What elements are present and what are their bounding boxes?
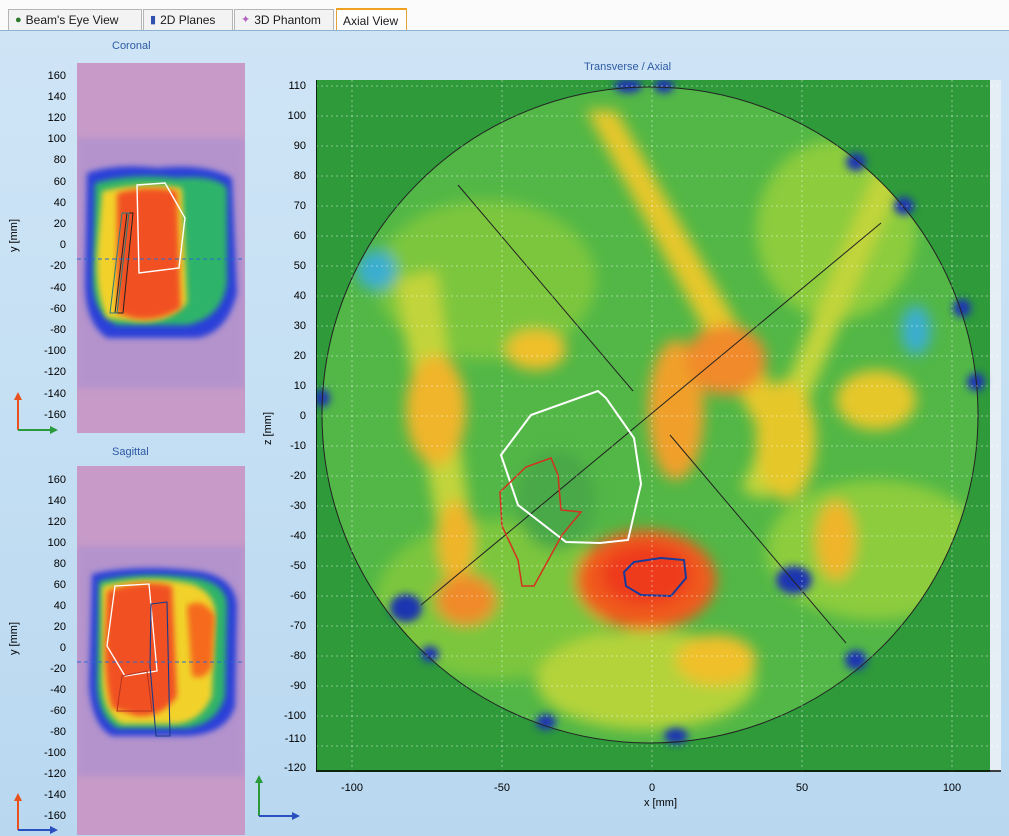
tick-label: 50 [293, 260, 306, 272]
tick-label: 60 [53, 176, 66, 188]
sagittal-title: Sagittal [112, 446, 149, 458]
tick-label: -100 [43, 747, 66, 759]
tick-label: 140 [47, 495, 66, 507]
tick-label: -60 [50, 705, 66, 717]
tick-label: -50 [290, 560, 306, 572]
view-tab-bar: ● Beam's Eye View ▮ 2D Planes ✦ 3D Phant… [0, 0, 1009, 31]
axial-xlabel: x [mm] [644, 797, 677, 809]
tab-3d-phantom[interactable]: ✦ 3D Phantom [234, 9, 334, 30]
tick-label: 60 [53, 579, 66, 591]
tick-label: -40 [50, 684, 66, 696]
tab-label: Beam's Eye View [25, 13, 119, 27]
tick-label: -80 [290, 650, 306, 662]
tab-beams-eye-view[interactable]: ● Beam's Eye View [8, 9, 142, 30]
tick-label: 20 [53, 621, 66, 633]
tick-label: 120 [47, 112, 66, 124]
tick-label: 20 [53, 218, 66, 230]
tab-label: 3D Phantom [254, 13, 321, 27]
tick-label: 100 [942, 782, 962, 794]
sagittal-axis-triad-icon [14, 793, 58, 834]
tick-label: 10 [293, 380, 306, 392]
tick-label: 80 [53, 558, 66, 570]
tab-label: 2D Planes [160, 13, 216, 27]
tick-label: -70 [290, 620, 306, 632]
tick-label: -160 [43, 409, 66, 421]
tick-label: -120 [43, 366, 66, 378]
tick-label: 20 [293, 350, 306, 362]
tick-label: -120 [283, 762, 306, 774]
tick-label: 140 [47, 91, 66, 103]
tick-label: -80 [50, 324, 66, 336]
tick-label: -140 [43, 789, 66, 801]
tick-label: -120 [43, 768, 66, 780]
tick-label: -100 [340, 782, 364, 794]
tick-label: -30 [290, 500, 306, 512]
tick-label: -20 [50, 260, 66, 272]
tick-label: -60 [50, 303, 66, 315]
axial-plot[interactable] [316, 80, 1001, 772]
tick-label: -80 [50, 726, 66, 738]
tab-2d-planes[interactable]: ▮ 2D Planes [143, 9, 233, 30]
tick-label: -110 [284, 733, 306, 745]
tick-label: 80 [53, 154, 66, 166]
tick-label: 100 [47, 133, 66, 145]
tick-label: -60 [290, 590, 306, 602]
tick-label: -50 [494, 782, 510, 794]
tick-label: 160 [47, 70, 66, 82]
tick-label: 0 [299, 410, 306, 422]
wand-icon: ✦ [241, 13, 251, 26]
tick-label: 30 [293, 320, 306, 332]
tick-label: 90 [293, 140, 306, 152]
sagittal-ylabel: y [mm] [8, 622, 20, 655]
tick-label: -160 [43, 810, 66, 822]
tick-label: 40 [53, 197, 66, 209]
globe-icon: ● [15, 13, 22, 26]
bar-chart-icon: ▮ [150, 13, 157, 26]
coronal-ylabel: y [mm] [8, 219, 20, 252]
tick-label: -40 [290, 530, 306, 542]
tick-label: -90 [290, 680, 306, 692]
coronal-plot[interactable] [77, 63, 245, 433]
tick-label: -140 [43, 388, 66, 400]
tick-label: 100 [287, 110, 306, 122]
tick-label: -10 [290, 440, 306, 452]
coronal-axis-triad-icon [14, 392, 58, 434]
sagittal-plot[interactable] [77, 466, 245, 835]
coronal-title: Coronal [112, 40, 151, 52]
tick-label: -20 [290, 470, 306, 482]
tick-label: 110 [288, 80, 306, 92]
axial-axis-triad-icon [255, 775, 300, 820]
tick-label: 0 [648, 782, 656, 794]
tick-label: 100 [47, 537, 66, 549]
tick-label: 80 [293, 170, 306, 182]
tick-label: 50 [795, 782, 809, 794]
tick-label: 0 [59, 239, 66, 251]
tick-label: 0 [59, 642, 66, 654]
tick-label: -20 [50, 663, 66, 675]
axial-zlabel: z [mm] [262, 412, 274, 445]
tick-label: 120 [47, 516, 66, 528]
tick-label: 160 [47, 474, 66, 486]
tick-label: 40 [293, 290, 306, 302]
axial-title: Transverse / Axial [584, 61, 672, 73]
tick-label: 40 [53, 600, 66, 612]
tick-label: 70 [293, 200, 306, 212]
tab-axial-view[interactable]: Axial View [336, 8, 407, 31]
tick-label: -100 [43, 345, 66, 357]
tick-label: 60 [293, 230, 306, 242]
tick-label: -40 [50, 282, 66, 294]
tick-label: -100 [283, 710, 306, 722]
tab-label: Axial View [343, 13, 399, 28]
